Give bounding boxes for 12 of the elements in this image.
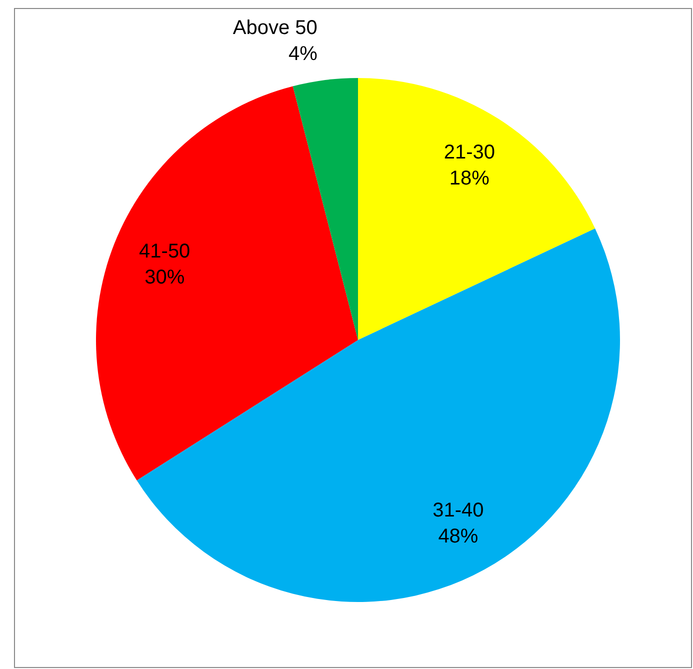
- data-label: 30%: [144, 266, 185, 288]
- pie-slice: [136, 228, 620, 602]
- pie-slice: [358, 78, 596, 340]
- slice-label: 41-50: [139, 240, 190, 262]
- slice-label: Above 50: [232, 17, 318, 40]
- data-label: 4%: [288, 43, 318, 66]
- pie-slice: [96, 86, 358, 480]
- slice-label: 31-40: [432, 499, 484, 522]
- slice-label: 21-30: [444, 141, 496, 164]
- data-label: 18%: [449, 167, 490, 190]
- pie-slice: [292, 78, 358, 340]
- data-label: 48%: [438, 525, 478, 548]
